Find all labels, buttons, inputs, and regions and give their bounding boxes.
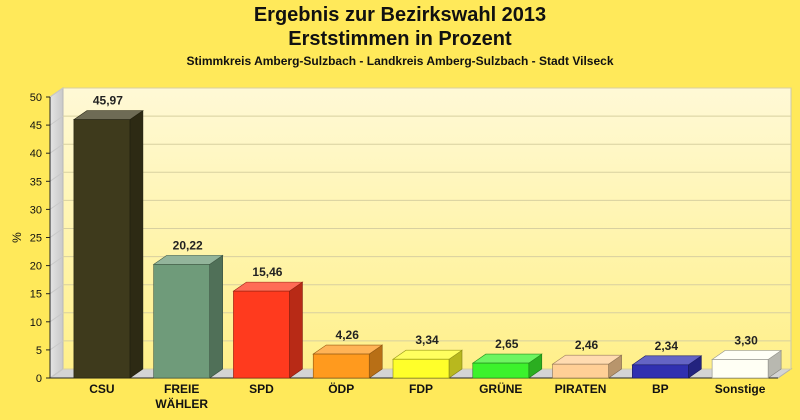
data-label: 15,46 [252, 265, 282, 279]
data-label: 2,65 [495, 337, 519, 351]
y-tick-label: 35 [30, 176, 42, 188]
gridline-side [49, 87, 64, 98]
gridline-side [49, 199, 64, 210]
y-tick-label: 15 [30, 289, 42, 301]
chart-subtitle: Stimmkreis Amberg-Sulzbach - Landkreis A… [186, 54, 614, 68]
y-tick-label: 45 [30, 120, 42, 132]
bar-side [129, 110, 144, 379]
data-label: 2,34 [655, 339, 679, 353]
gridline-side [49, 256, 64, 267]
chart-title-line2: Erststimmen in Prozent [288, 28, 512, 50]
x-tick-label: CSU [89, 382, 114, 396]
chart-title: Ergebnis zur Bezirkswahl 2013 [253, 4, 547, 26]
bar [632, 364, 689, 379]
x-tick-label-line2: WÄHLER [155, 396, 208, 411]
y-tick-label: 0 [36, 373, 42, 385]
data-label: 45,97 [93, 94, 123, 108]
y-tick-label: 40 [30, 148, 42, 160]
y-tick-label: 10 [30, 317, 42, 329]
bar-side [289, 281, 303, 379]
x-tick-label: PIRATEN [555, 382, 607, 396]
y-axis-label: % [10, 232, 24, 243]
gridline-side [49, 143, 64, 154]
gridline-side [49, 368, 64, 379]
bar-side [209, 254, 223, 379]
y-tick-label: 50 [30, 92, 42, 104]
x-tick-label: GRÜNE [479, 381, 522, 396]
data-label: 4,26 [336, 328, 360, 342]
data-label: 20,22 [173, 238, 203, 252]
gridline-side [49, 171, 64, 182]
x-tick-label: Sonstige [715, 382, 766, 396]
gridline-side [49, 340, 64, 351]
data-label: 2,46 [575, 338, 599, 352]
data-label: 3,34 [415, 333, 439, 347]
x-tick-label: BP [652, 382, 669, 396]
gridline-side [49, 115, 64, 126]
bar [233, 290, 290, 379]
x-tick-label: FDP [409, 382, 433, 396]
gridline-side [49, 312, 64, 323]
y-tick-label: 20 [30, 261, 42, 273]
bar [711, 359, 769, 379]
gridline-side [49, 284, 64, 295]
bar [312, 353, 370, 379]
x-tick-label: ÖDP [328, 381, 354, 396]
y-tick-label: 25 [30, 233, 42, 245]
gridline-side [49, 228, 64, 238]
x-tick-label: FREIE [164, 382, 199, 396]
bar [73, 119, 131, 379]
y-tick-label: 30 [30, 204, 42, 216]
data-label: 3,30 [734, 333, 758, 347]
bar [472, 362, 530, 379]
y-tick-label: 5 [36, 345, 42, 357]
bar [392, 358, 450, 379]
x-tick-label: SPD [249, 382, 274, 396]
bar [153, 264, 210, 379]
bar [552, 363, 609, 379]
